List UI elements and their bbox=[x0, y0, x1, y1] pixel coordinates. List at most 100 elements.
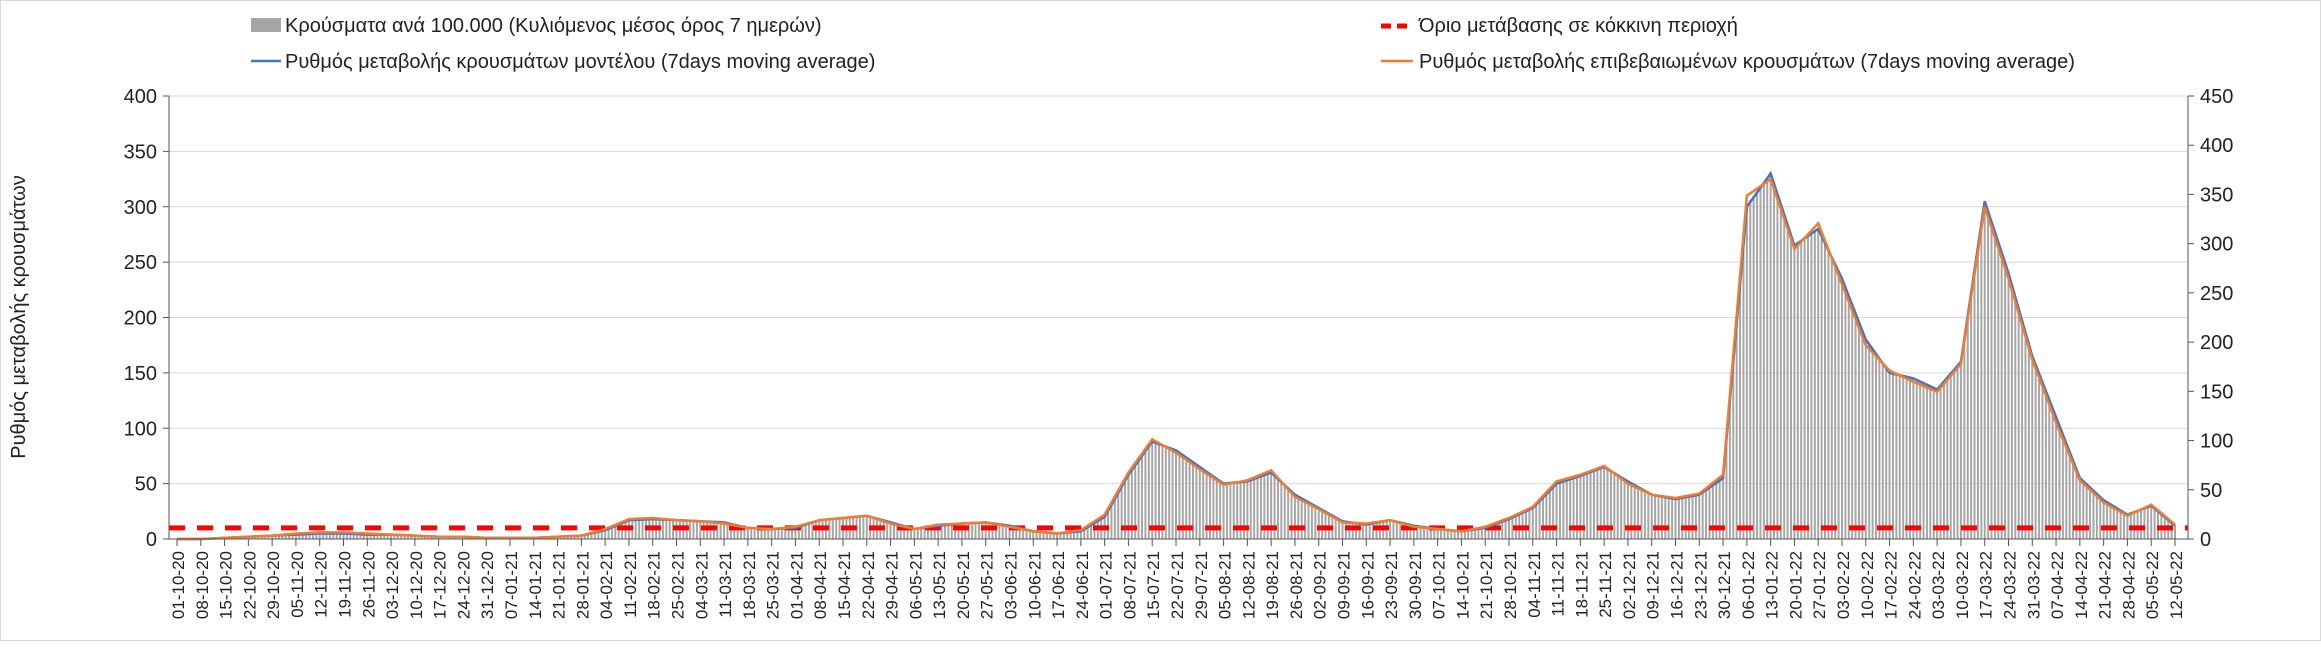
bar bbox=[689, 521, 691, 539]
bar bbox=[1960, 362, 1962, 539]
bar bbox=[835, 519, 837, 539]
gridlines bbox=[169, 96, 2188, 484]
bar bbox=[750, 528, 752, 539]
x-tick-label: 18-11-21 bbox=[1572, 551, 1591, 618]
bar bbox=[1804, 238, 1806, 539]
bar bbox=[696, 521, 698, 539]
x-tick-label: 28-10-21 bbox=[1501, 551, 1520, 619]
bar bbox=[1155, 442, 1157, 539]
bar bbox=[1668, 498, 1670, 539]
bar bbox=[1304, 501, 1306, 539]
x-tick-label: 29-10-20 bbox=[264, 551, 283, 619]
bar bbox=[611, 527, 613, 539]
bar bbox=[1620, 478, 1622, 539]
bar bbox=[1929, 387, 1931, 539]
bar bbox=[1277, 479, 1279, 539]
bar bbox=[968, 523, 970, 539]
x-tick-label: 22-07-21 bbox=[1168, 551, 1187, 619]
bar bbox=[1712, 485, 1714, 539]
bar bbox=[1773, 185, 1775, 539]
legend-label-model: Ρυθμός μεταβολής κρουσμάτων μοντέλου (7d… bbox=[285, 51, 875, 73]
x-tick-label: 17-03-22 bbox=[1977, 551, 1996, 619]
bar bbox=[1736, 322, 1738, 539]
bar bbox=[1644, 491, 1646, 539]
bar bbox=[1634, 486, 1636, 539]
x-tick-label: 13-01-22 bbox=[1763, 551, 1782, 619]
x-tick-label: 31-12-20 bbox=[478, 551, 497, 619]
bar bbox=[642, 520, 644, 539]
bar bbox=[692, 521, 694, 539]
bar bbox=[2120, 510, 2122, 539]
bar bbox=[2058, 427, 2060, 539]
bar bbox=[1637, 487, 1639, 539]
x-tick-label: 24-06-21 bbox=[1073, 551, 1092, 619]
bar bbox=[1695, 495, 1697, 539]
bar bbox=[2126, 514, 2128, 539]
bar bbox=[1759, 187, 1761, 539]
x-tick-label: 27-01-22 bbox=[1810, 551, 1829, 619]
bar bbox=[1658, 496, 1660, 539]
bar bbox=[2045, 392, 2047, 539]
x-tick-label: 05-05-22 bbox=[2143, 551, 2162, 619]
bar bbox=[1250, 480, 1252, 539]
bar bbox=[723, 523, 725, 539]
bar bbox=[1314, 507, 1316, 539]
bar bbox=[2103, 501, 2105, 539]
bar bbox=[1851, 306, 1853, 539]
bar bbox=[1121, 486, 1123, 539]
bar bbox=[1685, 497, 1687, 539]
x-tick-label: 19-08-21 bbox=[1263, 551, 1282, 619]
bar bbox=[767, 529, 769, 539]
x-tick-label: 08-07-21 bbox=[1120, 551, 1139, 619]
bar bbox=[2092, 491, 2094, 539]
bar bbox=[1138, 460, 1140, 539]
bar bbox=[614, 526, 616, 539]
y-tick-label-right: 250 bbox=[2200, 283, 2233, 305]
bar bbox=[1858, 324, 1860, 539]
bar bbox=[2038, 375, 2040, 539]
bar bbox=[988, 523, 990, 539]
bar bbox=[1311, 505, 1313, 539]
x-tick-label: 12-08-21 bbox=[1239, 551, 1258, 619]
legend-label-confirmed: Ρυθμός μεταβολής επιβεβαιωμένων κρουσμάτ… bbox=[1419, 51, 2075, 73]
bar bbox=[2113, 507, 2115, 539]
bar bbox=[1875, 354, 1877, 539]
legend-label-bars: Κρούσματα ανά 100.000 (Κυλιόμενος μέσος … bbox=[285, 15, 822, 37]
bar bbox=[1957, 366, 1959, 539]
x-tick-label: 01-04-21 bbox=[787, 551, 806, 619]
y-tick-label-right: 150 bbox=[2200, 381, 2233, 403]
bar bbox=[781, 529, 783, 539]
bar bbox=[1002, 525, 1004, 539]
bar bbox=[1770, 175, 1772, 539]
bar bbox=[1708, 488, 1710, 539]
bar bbox=[1308, 503, 1310, 539]
bar bbox=[1987, 212, 1989, 539]
bar bbox=[1783, 215, 1785, 539]
x-tick-label: 02-09-21 bbox=[1311, 551, 1330, 619]
x-tick-label: 04-02-21 bbox=[597, 551, 616, 619]
y-tick-label-left: 350 bbox=[124, 141, 157, 163]
legend-swatch-bars bbox=[251, 18, 281, 32]
bar bbox=[1963, 339, 1965, 539]
x-tick-label: 09-12-21 bbox=[1644, 551, 1663, 619]
bar bbox=[1474, 529, 1476, 539]
bar bbox=[1226, 483, 1228, 539]
x-tick-label: 22-04-21 bbox=[859, 551, 878, 619]
bar bbox=[1172, 449, 1174, 539]
bar bbox=[1984, 201, 1986, 539]
x-tick-label: 12-05-22 bbox=[2167, 551, 2186, 619]
bar bbox=[1440, 529, 1442, 539]
bar bbox=[2041, 383, 2043, 539]
x-tick-label: 02-12-21 bbox=[1620, 551, 1639, 619]
x-tick-label: 01-07-21 bbox=[1097, 551, 1116, 619]
bar bbox=[1229, 483, 1231, 539]
bar bbox=[1477, 529, 1479, 539]
bar bbox=[1253, 478, 1255, 539]
bar bbox=[777, 529, 779, 539]
legend-label-threshold: Όριο μετάβασης σε κόκκινη περιοχή bbox=[1418, 15, 1738, 37]
bar bbox=[2109, 505, 2111, 539]
bar bbox=[1872, 350, 1874, 539]
x-tick-label: 05-08-21 bbox=[1216, 551, 1235, 619]
bar bbox=[1797, 243, 1799, 539]
